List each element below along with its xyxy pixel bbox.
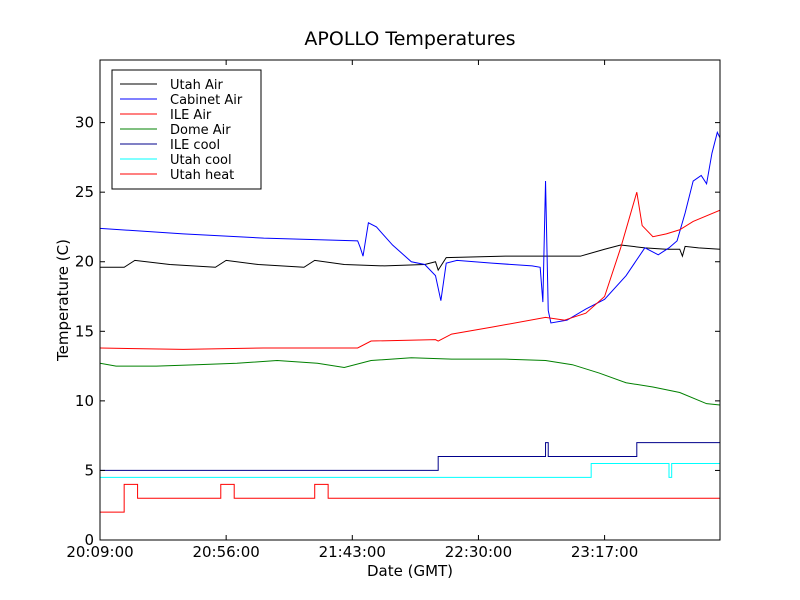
legend-label: Utah heat bbox=[170, 168, 234, 183]
y-tick-label: 0 bbox=[84, 531, 94, 549]
y-tick-label: 25 bbox=[75, 183, 94, 201]
series-line-cabinet-air bbox=[100, 130, 720, 324]
x-tick-label: 20:56:00 bbox=[192, 543, 259, 561]
y-tick-label: 20 bbox=[75, 253, 94, 271]
x-tick-label: 23:17:00 bbox=[571, 543, 638, 561]
series-line-ile-cool bbox=[100, 442, 720, 471]
series-layer bbox=[100, 130, 720, 513]
chart-title: APOLLO Temperatures bbox=[304, 28, 515, 50]
y-tick-label: 15 bbox=[75, 322, 94, 340]
legend-label: ILE cool bbox=[170, 138, 220, 153]
series-line-utah-air bbox=[100, 244, 720, 272]
x-axis-label: Date (GMT) bbox=[367, 562, 453, 580]
legend-label: ILE Air bbox=[170, 108, 212, 123]
series-line-dome-air bbox=[100, 357, 720, 406]
x-tick-label: 20:09:00 bbox=[66, 543, 133, 561]
x-tick-label: 22:30:00 bbox=[445, 543, 512, 561]
plot-frame bbox=[99, 59, 721, 541]
y-axis-label: Temperature (C) bbox=[54, 239, 72, 362]
y-tick-label: 30 bbox=[75, 114, 94, 132]
x-tick-label: 21:43:00 bbox=[319, 543, 386, 561]
y-tick-label: 10 bbox=[75, 392, 94, 410]
legend-label: Dome Air bbox=[170, 123, 231, 138]
legend-label: Utah cool bbox=[170, 153, 232, 168]
series-line-ile-air bbox=[100, 192, 720, 350]
legend-label: Utah Air bbox=[170, 78, 223, 93]
series-line-utah-heat bbox=[100, 483, 720, 513]
series-line-utah-cool bbox=[100, 462, 720, 478]
ticks-layer: 20:09:00 20:56:00 21:43:00 22:30:00 23:17:00… bbox=[66, 60, 720, 561]
legend-label: Cabinet Air bbox=[170, 93, 243, 108]
y-tick-label: 5 bbox=[84, 461, 94, 479]
